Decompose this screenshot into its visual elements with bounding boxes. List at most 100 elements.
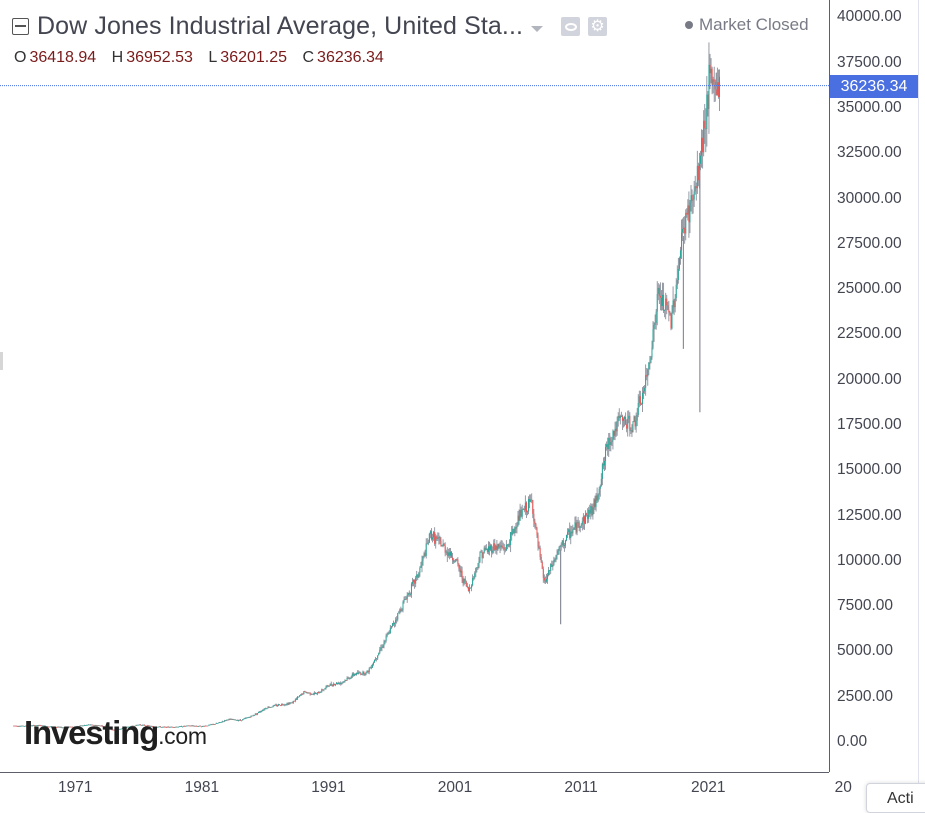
candle-body [476, 567, 478, 569]
candle-body [263, 709, 265, 711]
candle-body [524, 502, 526, 511]
candle-body [21, 725, 23, 727]
candle-body [376, 658, 378, 660]
candle-body [538, 546, 540, 548]
candle-body [248, 717, 250, 718]
candle-body [617, 416, 619, 422]
series-legend: Dow Jones Industrial Average, United Sta… [12, 12, 608, 41]
candle-body [82, 725, 84, 727]
candle-body [710, 68, 712, 74]
candle-body [132, 725, 134, 727]
candle-body [87, 724, 89, 726]
candle-body [252, 715, 254, 717]
low-value: 36201.25 [220, 49, 288, 66]
candle-body [145, 725, 147, 727]
candle-body [106, 727, 108, 729]
candle-body [586, 513, 588, 515]
candle-body [341, 682, 343, 684]
candle-body [302, 693, 304, 695]
collapse-legend-button[interactable] [12, 18, 29, 35]
candle-body [125, 727, 127, 729]
candle-body [119, 728, 121, 730]
candle-body [97, 725, 99, 727]
candle-body [182, 726, 183, 728]
pane-resize-handle[interactable] [0, 352, 3, 370]
candle-body [541, 562, 543, 569]
candle-body [158, 726, 160, 728]
settings-button[interactable]: ⚙ [588, 17, 608, 36]
candle-body [323, 689, 325, 691]
candle-body [607, 444, 609, 450]
candle-body [40, 725, 42, 727]
candle-body [559, 546, 561, 548]
candle-body [703, 120, 705, 153]
candle-body [543, 577, 545, 581]
candle-body [406, 595, 408, 600]
candle-body [255, 713, 257, 715]
candle-body [35, 725, 37, 727]
candle-body [61, 727, 63, 729]
candle-body [256, 712, 258, 715]
status-dot-icon [685, 21, 693, 29]
candle-body [309, 692, 311, 695]
candle-body [24, 725, 26, 727]
candle-body [619, 415, 621, 419]
candle-body [501, 545, 503, 548]
candle-body [352, 673, 354, 676]
candle-body [400, 609, 402, 611]
candle-body [592, 507, 594, 516]
candle-body [237, 720, 239, 722]
candle-body [25, 725, 27, 727]
candle-body [602, 463, 604, 466]
candle-body [339, 682, 341, 684]
candle-body [625, 417, 627, 425]
candle-body [598, 488, 600, 495]
candle-body [521, 509, 523, 517]
price-axis[interactable] [829, 0, 919, 772]
candle-body [708, 64, 710, 109]
candle-body [597, 494, 599, 501]
candle-body [580, 524, 582, 527]
candle-body [150, 726, 152, 727]
candle-body [116, 729, 118, 731]
chart-pane[interactable] [0, 0, 829, 772]
candle-body [156, 726, 158, 728]
candle-body [159, 726, 161, 728]
price-plot[interactable] [0, 0, 829, 772]
candle-body [667, 305, 669, 310]
candle-body [405, 599, 407, 600]
candle-body [471, 585, 473, 588]
candle-body [168, 726, 170, 728]
candle-body [78, 726, 80, 727]
candle-body [36, 725, 38, 726]
candle-body [214, 723, 216, 725]
candle-body [688, 205, 690, 223]
candle-body [122, 727, 124, 729]
candle-body [401, 609, 403, 611]
candle-body [165, 726, 167, 728]
candle-body [57, 726, 59, 728]
corner-popup[interactable]: Acti [866, 783, 925, 813]
year-tick-label: 1991 [311, 779, 346, 796]
candle-body [702, 137, 704, 153]
candle-body [456, 559, 458, 561]
candle-body [647, 369, 649, 377]
candle-body [668, 309, 670, 313]
price-tick-label: 7500.00 [837, 597, 894, 615]
candle-body [217, 722, 219, 724]
scrollbar[interactable] [918, 0, 925, 800]
candle-body [461, 570, 463, 579]
candle-body [272, 705, 274, 707]
candle-body [298, 696, 300, 698]
candle-body [494, 543, 496, 550]
time-axis[interactable] [0, 772, 829, 801]
candle-body [79, 725, 81, 727]
candle-body [549, 570, 551, 571]
chevron-down-icon[interactable] [531, 25, 544, 32]
eye-icon[interactable] [561, 17, 581, 36]
candle-body [315, 693, 317, 695]
candle-body [486, 548, 488, 552]
candle-body [585, 513, 587, 524]
candle-body [664, 309, 666, 311]
ohlc-readout: O 36418.94 H 36952.53 L 36201.25 C 36236.34 [14, 49, 395, 67]
